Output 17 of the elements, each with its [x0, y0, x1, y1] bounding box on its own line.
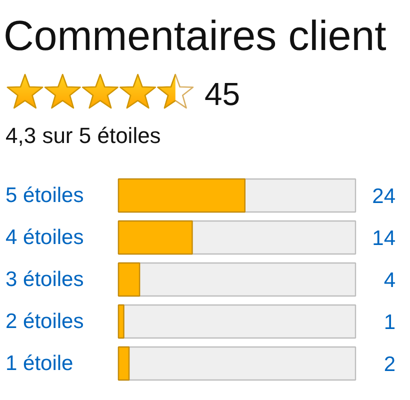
data-label: 24 [372, 185, 396, 208]
bar [118, 220, 193, 255]
chart-title: Commentaires client [4, 12, 387, 59]
data-label: 14 [372, 227, 396, 250]
data-label: 1 [384, 311, 396, 334]
data-label: 2 [384, 353, 396, 376]
y-tick-label: 2 étoiles [6, 310, 84, 333]
y-tick-label: 1 étoile [6, 352, 74, 375]
bar [118, 346, 130, 381]
bar [118, 304, 124, 339]
y-tick-label: 3 étoiles [6, 268, 84, 291]
y-tick-label: 5 étoiles [6, 184, 84, 207]
data-label: 4 [384, 269, 396, 292]
text: 45 [204, 76, 240, 112]
y-tick-label: 4 étoiles [6, 226, 84, 249]
chart-subtitle: 4,3 sur 5 étoiles [6, 123, 161, 148]
bar [118, 262, 140, 297]
